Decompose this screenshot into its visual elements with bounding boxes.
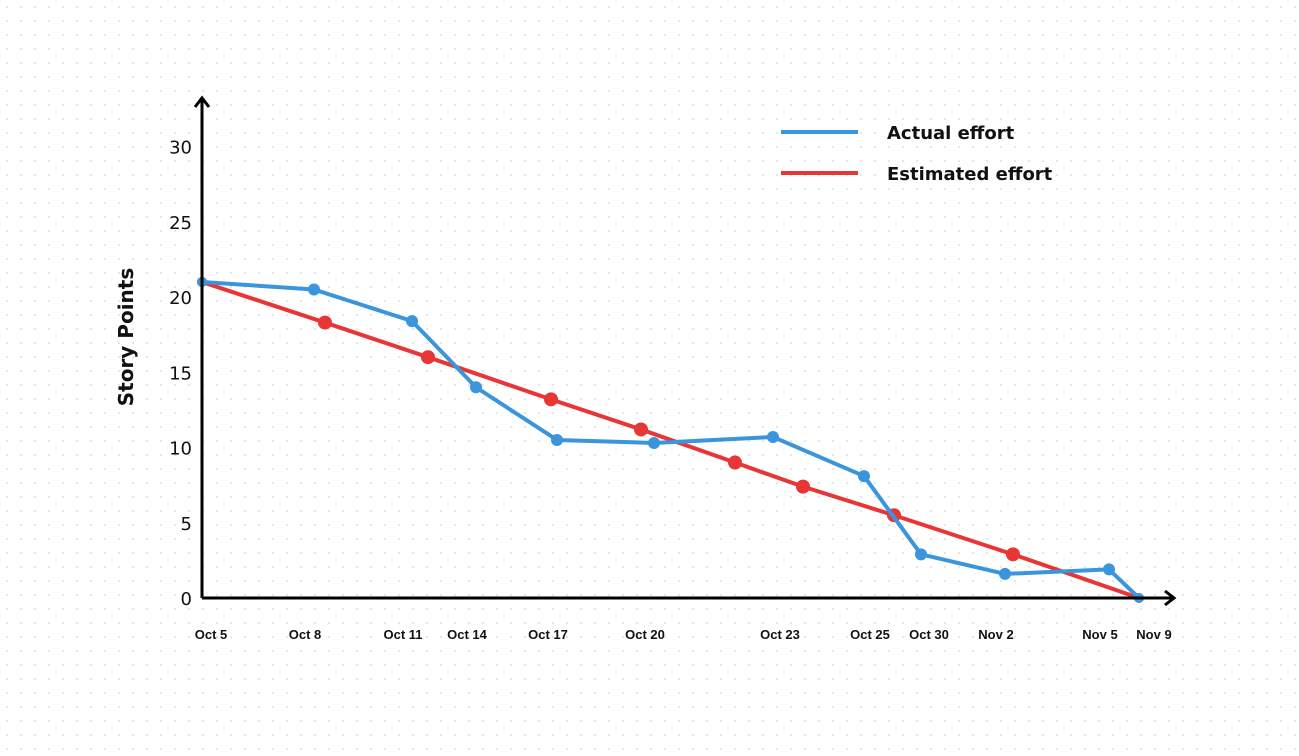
data-point (1103, 563, 1115, 576)
data-point (551, 433, 563, 446)
y-tick-label: 5 (181, 514, 192, 535)
x-tick-label: Oct 25 (850, 627, 890, 642)
y-tick-label: 30 (169, 138, 192, 159)
data-point (767, 430, 779, 443)
y-tick-label: 20 (169, 288, 192, 309)
x-tick-label: Oct 14 (447, 627, 488, 642)
y-axis-label: Story Points (114, 268, 138, 407)
data-point (915, 548, 927, 561)
x-tick-label: Oct 8 (289, 627, 322, 642)
data-point (1006, 547, 1020, 562)
data-point (318, 315, 332, 330)
data-point (858, 470, 870, 483)
x-axis-ticks: Oct 5 Oct 8 Oct 11 Oct 14 Oct 17 Oct 20 Oct 23… (195, 627, 1172, 642)
series-line (201, 279, 1141, 600)
data-point (308, 283, 320, 296)
legend-label-actual: Actual effort (887, 123, 1015, 144)
data-point (470, 381, 482, 394)
x-axis-arrow (1164, 589, 1177, 607)
data-point (634, 422, 648, 437)
x-tick-label: Oct 11 (383, 627, 422, 642)
data-point (999, 567, 1011, 580)
axes (193, 95, 1177, 607)
x-tick-label: Oct 30 (909, 627, 949, 642)
legend-item-actual: Actual effort (781, 123, 1015, 144)
series-actual-effort (197, 276, 1144, 603)
y-tick-label: 15 (169, 363, 192, 384)
x-tick-label: Oct 23 (760, 627, 800, 642)
y-tick-label: 0 (181, 589, 192, 610)
data-point (421, 350, 435, 365)
series-line (201, 280, 1140, 600)
y-axis-ticks: 0 5 10 15 20 25 30 (169, 138, 192, 611)
x-tick-label: Oct 17 (528, 627, 568, 642)
x-tick-label: Oct 20 (625, 627, 665, 642)
data-point (544, 392, 558, 407)
legend-item-estimated: Estimated effort (781, 164, 1053, 185)
y-tick-label: 25 (169, 213, 192, 234)
series-estimated-effort (197, 276, 1144, 603)
series-layer (197, 276, 1144, 603)
x-tick-label: Nov 5 (1082, 627, 1117, 642)
legend-label-estimated: Estimated effort (887, 164, 1053, 185)
x-tick-label: Nov 2 (978, 627, 1013, 642)
x-tick-label: Oct 5 (195, 627, 228, 642)
y-tick-label: 10 (169, 439, 192, 460)
x-tick-label: Nov 9 (1136, 627, 1171, 642)
legend: Actual effort Estimated effort (781, 123, 1053, 185)
data-point (728, 455, 742, 470)
data-point (648, 436, 660, 449)
data-point (406, 315, 418, 328)
data-point (796, 479, 810, 494)
y-axis-arrow (193, 95, 211, 108)
